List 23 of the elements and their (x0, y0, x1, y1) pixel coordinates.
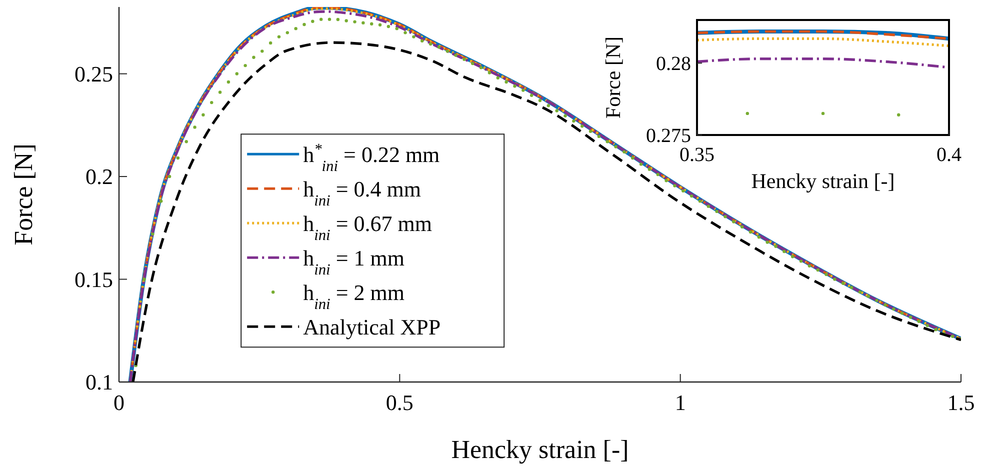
y-tick-label: 0.15 (74, 266, 113, 292)
y-axis-title: Force [N] (601, 36, 625, 119)
y-axis-title: Force [N] (9, 144, 38, 246)
legend-label: Analytical XPP (303, 314, 441, 340)
y-tick-label: 0.1 (86, 370, 113, 395)
x-tick-label: 0.35 (680, 144, 714, 166)
legend-label: h$_{ini}$ = 2 mm (303, 280, 404, 312)
legend-label: h$_{ini}$ = 0.67 mm (303, 210, 432, 244)
y-tick-label: 0.275 (646, 125, 691, 147)
legend-label: h$_{ini}$ = 1 mm (303, 245, 404, 278)
legend-label: h$^{*}$$_{ini}$ = 0.22 mm (303, 140, 440, 174)
x-axis-title: Hencky strain [-] (451, 435, 629, 464)
y-tick-label: 0.28 (656, 53, 691, 76)
x-tick-label: 1 (674, 390, 686, 415)
x-tick-label: 0 (114, 390, 124, 415)
line-series (697, 37, 949, 48)
x-tick-label: 1.5 (947, 390, 975, 415)
y-tick-label: 0.25 (74, 61, 113, 86)
x-tick-label: 0.5 (386, 390, 414, 415)
x-tick-label: 0.4 (936, 144, 962, 166)
y-tick-label: 0.2 (86, 164, 113, 190)
x-axis-title: Hencky strain [-] (751, 169, 895, 193)
legend-label: h$_{ini}$ = 0.4 mm (303, 176, 421, 209)
